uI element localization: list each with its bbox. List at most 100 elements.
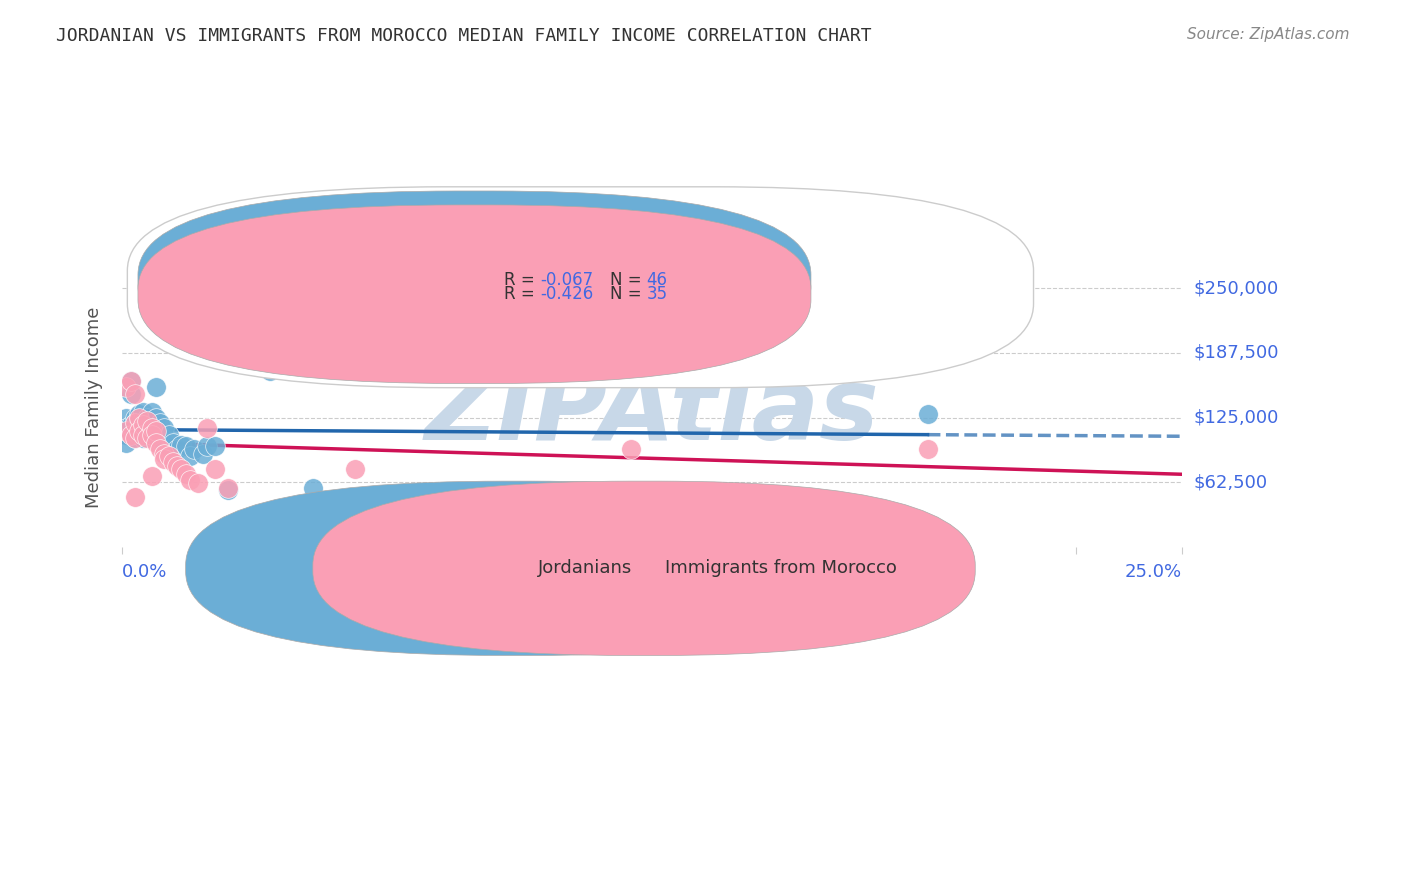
Point: [174, 467, 197, 482]
Point: [136, 414, 159, 428]
Point: [157, 449, 180, 463]
Text: Jordanians: Jordanians: [537, 559, 631, 577]
Point: [141, 428, 163, 442]
Text: N =: N =: [610, 271, 647, 289]
FancyBboxPatch shape: [186, 481, 848, 656]
Point: [124, 425, 146, 440]
Point: [179, 473, 201, 487]
Point: [120, 417, 142, 432]
Point: [128, 428, 150, 442]
Point: [259, 364, 281, 378]
Point: [124, 410, 146, 425]
Point: [141, 421, 163, 435]
Point: [187, 475, 209, 490]
Point: [132, 405, 155, 419]
Text: $62,500: $62,500: [1194, 473, 1267, 491]
Point: [153, 421, 176, 435]
Point: [136, 431, 159, 445]
Point: [145, 425, 167, 440]
Point: [128, 414, 150, 428]
Text: 25.0%: 25.0%: [1125, 564, 1182, 582]
Point: [179, 449, 201, 463]
Point: [149, 428, 172, 442]
Point: [620, 442, 643, 456]
Point: [195, 440, 218, 454]
Point: [124, 416, 146, 430]
Point: [195, 421, 218, 435]
Point: [124, 431, 146, 445]
Point: [115, 421, 138, 435]
Point: [128, 410, 150, 425]
Point: [217, 481, 239, 495]
Text: N =: N =: [610, 285, 647, 303]
FancyBboxPatch shape: [138, 205, 811, 384]
Point: [166, 459, 188, 474]
Text: R =: R =: [503, 271, 540, 289]
Point: [128, 408, 150, 422]
Point: [115, 436, 138, 450]
Text: $187,500: $187,500: [1194, 344, 1278, 362]
Point: [132, 431, 155, 445]
FancyBboxPatch shape: [312, 481, 976, 656]
FancyBboxPatch shape: [138, 191, 811, 369]
Point: [128, 424, 150, 438]
Point: [120, 375, 142, 389]
Point: [149, 442, 172, 456]
Point: [124, 431, 146, 445]
Point: [136, 410, 159, 425]
Text: 0.0%: 0.0%: [122, 564, 167, 582]
Text: Source: ZipAtlas.com: Source: ZipAtlas.com: [1187, 27, 1350, 42]
Point: [166, 442, 188, 456]
Point: [153, 451, 176, 466]
Point: [145, 424, 167, 438]
Point: [917, 408, 939, 422]
Point: [153, 447, 176, 461]
Point: [141, 469, 163, 483]
Point: [136, 417, 159, 432]
Text: -0.426: -0.426: [541, 285, 593, 303]
Point: [153, 436, 176, 450]
Text: 35: 35: [647, 285, 668, 303]
Text: R =: R =: [503, 285, 540, 303]
Point: [170, 462, 193, 476]
Text: Immigrants from Morocco: Immigrants from Morocco: [665, 559, 897, 577]
Point: [149, 416, 172, 430]
Point: [120, 386, 142, 401]
Point: [170, 438, 193, 452]
Point: [128, 421, 150, 435]
Point: [157, 428, 180, 442]
Point: [174, 440, 197, 454]
Text: 46: 46: [647, 271, 668, 289]
Point: [204, 440, 226, 454]
Point: [162, 455, 184, 469]
Text: ZIPAtlas: ZIPAtlas: [425, 364, 879, 461]
Text: $125,000: $125,000: [1194, 409, 1278, 426]
Point: [132, 416, 155, 430]
Point: [115, 428, 138, 442]
Text: $250,000: $250,000: [1194, 279, 1278, 297]
Point: [132, 428, 155, 442]
Point: [120, 428, 142, 442]
Point: [115, 424, 138, 438]
Point: [141, 424, 163, 438]
Point: [124, 416, 146, 430]
Point: [141, 416, 163, 430]
Text: JORDANIAN VS IMMIGRANTS FROM MOROCCO MEDIAN FAMILY INCOME CORRELATION CHART: JORDANIAN VS IMMIGRANTS FROM MOROCCO MED…: [56, 27, 872, 45]
Point: [344, 462, 367, 476]
Point: [217, 483, 239, 497]
Point: [145, 410, 167, 425]
Point: [183, 442, 205, 456]
Text: -0.067: -0.067: [541, 271, 593, 289]
FancyBboxPatch shape: [128, 186, 1033, 388]
Point: [136, 424, 159, 438]
Point: [132, 424, 155, 438]
Y-axis label: Median Family Income: Median Family Income: [86, 307, 103, 508]
Point: [145, 436, 167, 450]
Point: [204, 462, 226, 476]
Point: [120, 375, 142, 389]
Point: [917, 442, 939, 456]
Point: [124, 386, 146, 401]
Point: [141, 405, 163, 419]
Point: [162, 436, 184, 450]
Point: [301, 481, 323, 495]
